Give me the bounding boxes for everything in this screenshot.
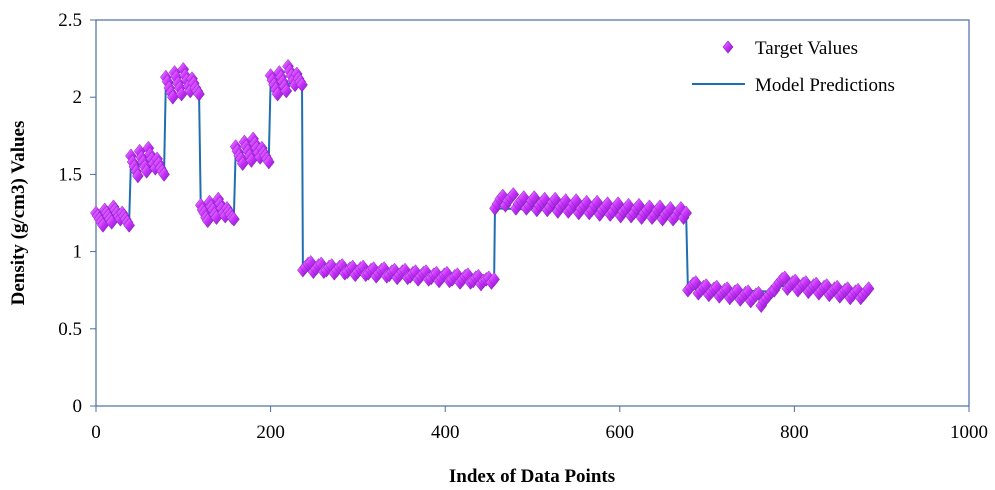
target-value-point [280,83,293,99]
legend-target-marker [722,40,734,54]
y-tick-label: 1 [73,242,83,263]
target-values-layer [90,58,875,314]
model-predictions-layer [96,80,869,293]
target-value-point [228,211,240,227]
target-value-point [488,271,500,287]
x-tick-label: 0 [91,422,101,443]
x-tick-label: 600 [606,422,635,443]
x-tick-label: 800 [780,422,809,443]
target-value-point [296,77,308,93]
y-tick-label: 0.5 [58,319,82,340]
legend-model-label: Model Predictions [755,75,895,96]
x-tick-label: 400 [431,422,460,443]
target-value-point [507,187,520,202]
y-tick-label: 2 [73,87,83,108]
legend: Target Values Model Predictions [692,38,895,96]
x-axis-title: Index of Data Points [449,466,615,487]
legend-target-label: Target Values [755,38,858,59]
x-tick-label: 1000 [950,422,988,443]
y-axis-title: Density (g/cm3) Values [8,121,29,306]
y-tick-label: 0 [73,396,83,417]
model-predictions-line [96,80,869,293]
target-value-point [193,86,205,102]
x-tick-label: 200 [256,422,285,443]
target-value-point [123,217,135,233]
y-tick-label: 2.5 [58,10,82,31]
target-value-point [680,205,692,221]
x-axis-ticks: 0 200 400 600 800 1000 [91,406,988,443]
target-value-point [862,281,875,297]
y-tick-label: 1.5 [58,164,82,185]
target-value-point [132,168,144,184]
y-axis-ticks: 0 0.5 1 1.5 2 2.5 [58,10,96,417]
target-value-point [263,154,275,170]
target-value-point [158,166,170,182]
